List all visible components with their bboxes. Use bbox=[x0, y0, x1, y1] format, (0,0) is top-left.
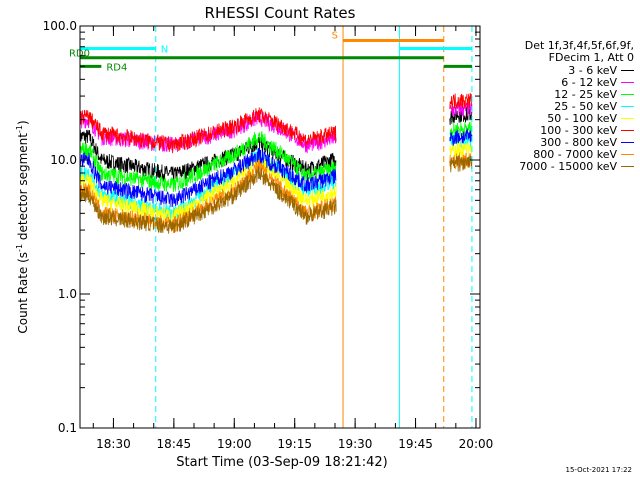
segment-label: N bbox=[161, 44, 168, 55]
series-line bbox=[79, 165, 337, 234]
legend-entry-label: 7000 - 15000 keV bbox=[519, 159, 617, 173]
legend-swatch bbox=[621, 105, 634, 107]
legend-entry: 3 - 6 keV bbox=[482, 63, 634, 77]
legend-entry: 6 - 12 keV bbox=[482, 75, 634, 89]
series-line bbox=[449, 155, 473, 173]
marker-layer: N S RD0 RD4 bbox=[69, 26, 473, 428]
legend-entry-label: 25 - 50 keV bbox=[554, 99, 617, 113]
legend-swatch bbox=[621, 81, 634, 83]
segment-label: RD4 bbox=[106, 62, 127, 73]
y-tick-label: 1.0 bbox=[58, 287, 77, 301]
legend-entry: 12 - 25 keV bbox=[482, 87, 634, 101]
legend: Det 1f,3f,4f,5f,6f,9f, FDecim 1, Att 0 3… bbox=[482, 39, 634, 173]
y-tick-label: 10.0 bbox=[50, 153, 77, 167]
plot-frame bbox=[79, 25, 481, 429]
y-tick-label: 0.1 bbox=[58, 421, 77, 435]
y-axis-label: Count Rate (s-1 detector segment-1) bbox=[15, 120, 30, 333]
chart-title: RHESSI Count Rates bbox=[205, 4, 356, 22]
y-tick-label: 100.0 bbox=[43, 19, 77, 33]
legend-entry-label: 6 - 12 keV bbox=[561, 75, 617, 89]
legend-entry: 7000 - 15000 keV bbox=[482, 159, 634, 173]
x-tick-label: 18:45 bbox=[157, 437, 192, 451]
series-line bbox=[79, 131, 337, 193]
legend-rows: 3 - 6 keV 6 - 12 keV 12 - 25 keV 25 - 50 ke… bbox=[482, 63, 634, 173]
series-line bbox=[79, 147, 337, 208]
legend-entry-label: 12 - 25 keV bbox=[554, 87, 617, 101]
series-line bbox=[449, 121, 473, 140]
legend-entry: 100 - 300 keV bbox=[482, 123, 634, 137]
legend-entry-label: 800 - 7000 keV bbox=[533, 147, 617, 161]
x-tick-label: 19:00 bbox=[217, 437, 252, 451]
series-line bbox=[449, 142, 473, 159]
legend-swatch bbox=[621, 129, 634, 131]
x-tick-label: 18:30 bbox=[96, 437, 131, 451]
legend-entry: 50 - 100 keV bbox=[482, 111, 634, 125]
legend-swatch bbox=[621, 153, 634, 155]
x-tick-label: 20:00 bbox=[459, 437, 494, 451]
legend-entry-label: 3 - 6 keV bbox=[568, 63, 617, 77]
series-line bbox=[79, 107, 337, 154]
legend-entry: 300 - 800 keV bbox=[482, 135, 634, 149]
legend-entry: 800 - 7000 keV bbox=[482, 147, 634, 161]
legend-swatch bbox=[621, 141, 634, 143]
legend-header-detectors: Det 1f,3f,4f,5f,6f,9f, bbox=[524, 39, 634, 52]
legend-entry-label: 300 - 800 keV bbox=[540, 135, 617, 149]
legend-swatch bbox=[621, 117, 634, 119]
legend-swatch bbox=[621, 93, 634, 95]
legend-entry: 25 - 50 keV bbox=[482, 99, 634, 113]
legend-header-decimation: FDecim 1, Att 0 bbox=[548, 51, 634, 64]
x-tick-label: 19:30 bbox=[338, 437, 373, 451]
x-axis-label: Start Time (03-Sep-09 18:21:42) bbox=[176, 455, 387, 470]
legend-swatch bbox=[621, 69, 634, 71]
legend-entry-label: 100 - 300 keV bbox=[540, 123, 617, 137]
series-line bbox=[449, 92, 473, 110]
generation-timestamp: 15-Oct-2021 17:22 bbox=[565, 466, 632, 474]
axis-layer: 18:30 18:45 19:00 19:15 19:30 19:45 20:00 0.1 1.… bbox=[43, 19, 494, 451]
legend-swatch bbox=[621, 165, 634, 167]
series-line bbox=[79, 154, 337, 224]
segment-label: RD0 bbox=[69, 49, 90, 60]
data-layer bbox=[79, 92, 473, 234]
x-tick-label: 19:15 bbox=[277, 437, 312, 451]
series-line bbox=[449, 128, 473, 146]
legend-entry-label: 50 - 100 keV bbox=[547, 111, 617, 125]
segment-label: S bbox=[332, 30, 338, 41]
x-tick-label: 19:45 bbox=[398, 437, 433, 451]
series-line bbox=[449, 133, 473, 151]
